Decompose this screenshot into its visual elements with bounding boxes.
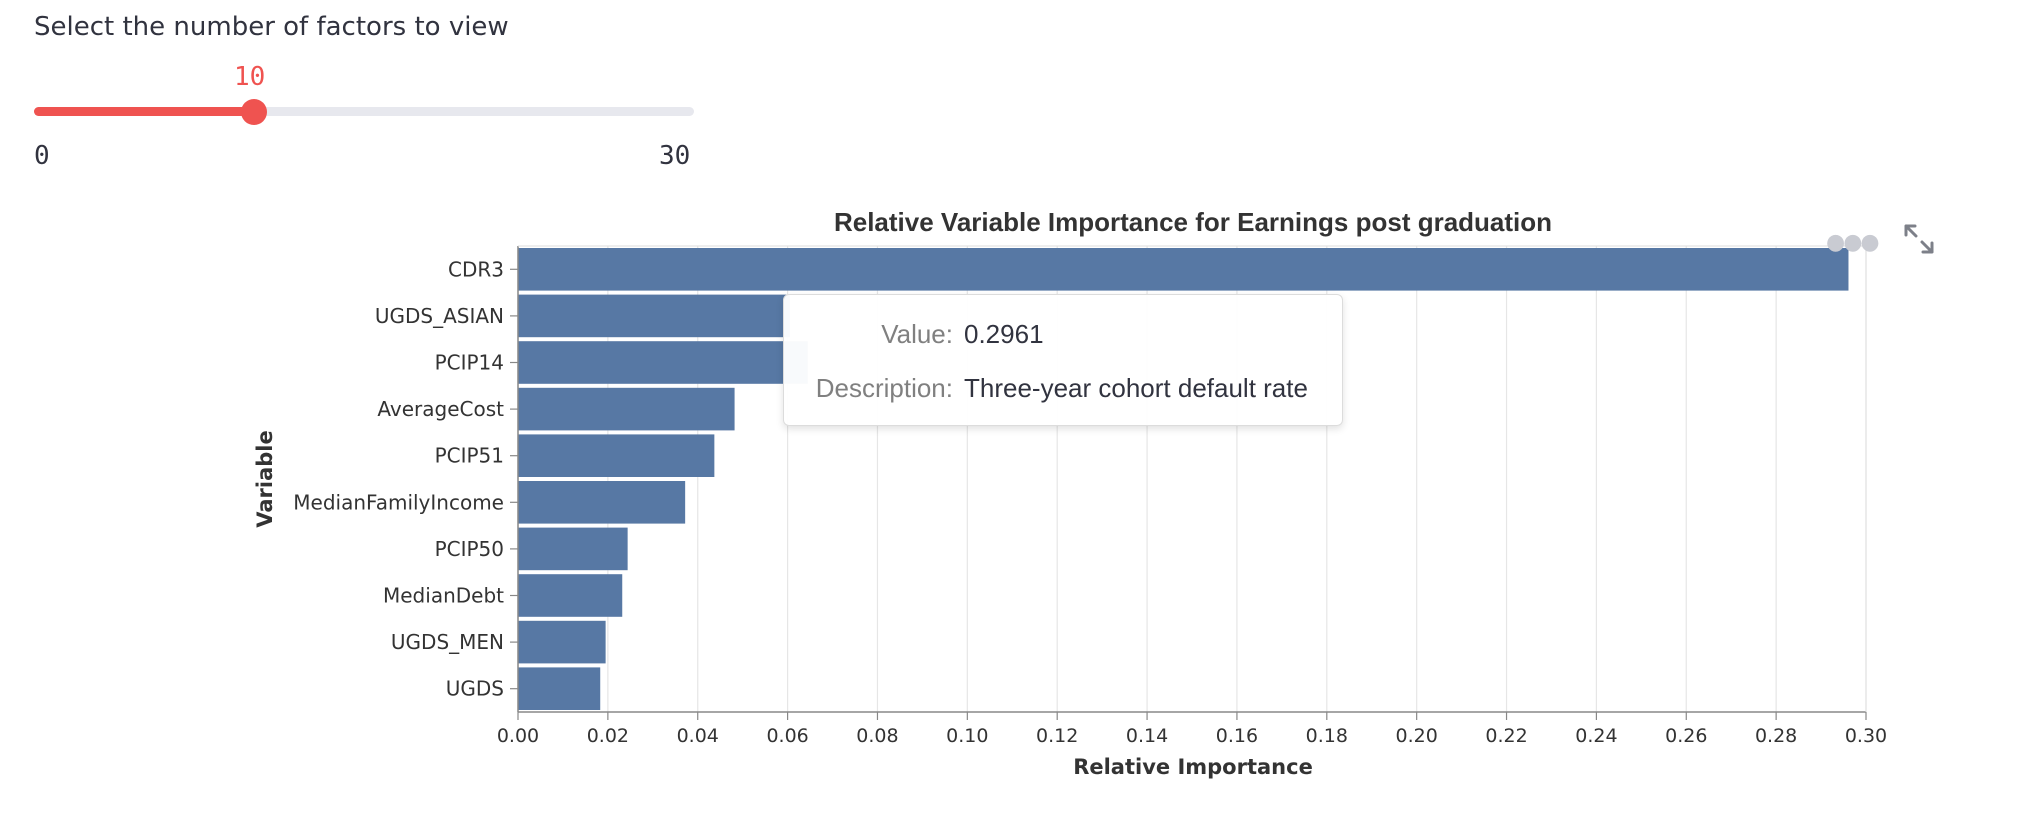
x-tick-label: 0.24 bbox=[1575, 725, 1617, 747]
bar-mediandebt[interactable] bbox=[518, 574, 623, 617]
x-tick-label: 0.28 bbox=[1755, 725, 1797, 747]
bar-pcip50[interactable] bbox=[518, 527, 628, 571]
tooltip: Value: 0.2961 Description: Three-year co… bbox=[783, 294, 1343, 426]
bar-pcip51[interactable] bbox=[518, 434, 715, 477]
slider-thumb[interactable] bbox=[241, 99, 267, 125]
slider-min: 0 bbox=[34, 141, 50, 171]
x-tick-label: 0.22 bbox=[1485, 725, 1527, 747]
more-dots-icon[interactable]: ●●● bbox=[1826, 230, 1880, 255]
x-tick-label: 0.08 bbox=[856, 725, 898, 747]
tooltip-value-key: Value: bbox=[881, 319, 953, 349]
x-tick-label: 0.04 bbox=[677, 725, 719, 747]
x-tick-label: 0.06 bbox=[766, 725, 808, 747]
y-tick-label: UGDS_MEN bbox=[391, 630, 504, 654]
y-tick-label: CDR3 bbox=[448, 257, 504, 281]
y-axis-title: Variable bbox=[253, 430, 277, 527]
x-tick-label: 0.30 bbox=[1845, 725, 1887, 747]
bar-medianfamilyincome[interactable] bbox=[518, 481, 686, 524]
x-tick-label: 0.14 bbox=[1126, 725, 1168, 747]
bar-cdr3[interactable] bbox=[518, 248, 1849, 291]
y-tick-label: MedianDebt bbox=[383, 584, 504, 608]
bar-pcip14[interactable] bbox=[518, 341, 808, 384]
x-tick-label: 0.16 bbox=[1216, 725, 1258, 747]
slider-max: 30 bbox=[659, 141, 691, 171]
y-tick-label: MedianFamilyIncome bbox=[293, 490, 504, 514]
x-tick-label: 0.10 bbox=[946, 725, 988, 747]
bar-ugds[interactable] bbox=[518, 667, 601, 710]
factors-slider[interactable] bbox=[34, 99, 694, 125]
y-tick-label: UGDS_ASIAN bbox=[375, 304, 504, 328]
bar-ugds_men[interactable] bbox=[518, 620, 606, 664]
x-tick-label: 0.00 bbox=[497, 725, 539, 747]
tooltip-description: Three-year cohort default rate bbox=[964, 373, 1308, 403]
bar-ugds_asian[interactable] bbox=[518, 294, 790, 338]
axes: 0.00 0.02 0.04 0.06 0.08 0.10 0.12 0.14 0.16 0.18… bbox=[293, 245, 1887, 747]
slider-fill bbox=[34, 107, 254, 116]
y-tick-label: AverageCost bbox=[377, 397, 504, 421]
x-tick-label: 0.26 bbox=[1665, 725, 1707, 747]
bars bbox=[518, 248, 1849, 710]
x-axis-title: Relative Importance bbox=[1073, 755, 1313, 779]
tooltip-description-key: Description: bbox=[815, 373, 953, 403]
tooltip-value: 0.2961 bbox=[964, 319, 1044, 349]
expand-icon[interactable] bbox=[1902, 222, 1936, 256]
y-tick-label: PCIP14 bbox=[435, 351, 504, 375]
x-tick-label: 0.02 bbox=[587, 725, 629, 747]
x-tick-label: 0.18 bbox=[1306, 725, 1348, 747]
y-tick-label: PCIP51 bbox=[435, 444, 504, 468]
y-tick-label: PCIP50 bbox=[435, 537, 504, 561]
y-tick-label: UGDS bbox=[446, 677, 504, 701]
x-tick-label: 0.20 bbox=[1396, 725, 1438, 747]
chart-title: Relative Variable Importance for Earning… bbox=[834, 207, 1552, 237]
slider-value: 10 bbox=[234, 62, 266, 92]
slider-label: Select the number of factors to view bbox=[34, 12, 509, 42]
x-tick-label: 0.12 bbox=[1036, 725, 1078, 747]
bar-averagecost[interactable] bbox=[518, 387, 735, 431]
